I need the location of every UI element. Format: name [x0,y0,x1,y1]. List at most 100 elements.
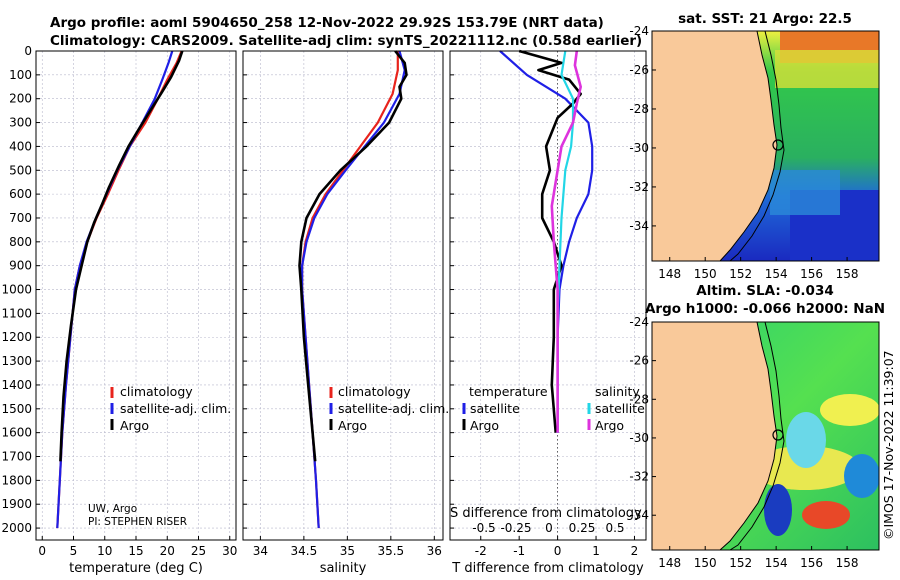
y-tick-label: 900 [9,259,32,273]
sst-map-frame [651,30,880,262]
y-tick-label: 400 [9,139,32,153]
x-tick-label: 34.5 [291,544,318,558]
header-line1: Argo profile: aoml 5904650_258 12-Nov-20… [50,15,604,31]
salinity-legend: climatology satellite-adj. clim. Argo [329,384,449,433]
y-tick-label: 1100 [1,306,32,320]
x-axis-label: temperature (deg C) [69,561,203,576]
x-tick-label: 2 [631,544,639,558]
legend-argo-label: Argo [120,418,149,433]
map-x-tick-label: 152 [729,556,752,570]
legend-temperature-header: temperature [469,384,548,399]
x-tick-label: 35 [340,544,355,558]
difference-legend: temperature salinity satellite Argo sate… [462,384,645,433]
s-tick: 0.25 [569,521,596,535]
map-x-tick-label: 150 [694,556,717,570]
map-y-tick-label: -30 [629,431,649,445]
legend-satellite-label: satellite-adj. clim. [120,401,231,416]
sst-float-marker [772,139,784,151]
map-x-tick-label: 148 [658,556,681,570]
sla-coastline [719,322,778,550]
map-y-tick-label: -24 [629,315,649,329]
sst-mid-patch [770,170,840,215]
s-difference-label: S difference from climatology [450,506,642,521]
temperature-plot: 0 5 10 15 20 25 300100200300400500600700800900… [1,44,237,576]
y-tick-label: 500 [9,163,32,177]
y-tick-label: 1800 [1,473,32,487]
map-x-tick-label: 158 [836,556,859,570]
y-tick-label: 1700 [1,450,32,464]
s-tick: -0.25 [500,521,531,535]
sla-land [652,322,777,550]
imos-watermark: ©IMOS 17-Nov-2022 11:39:07 [881,350,896,540]
s-difference-ticks: -0.5 -0.25 0 0.25 0.5 [472,521,624,535]
x-tick-label: 10 [97,544,112,558]
x-axis-label: T difference from climatology [451,561,644,576]
sst-land [652,31,777,261]
y-tick-label: 1200 [1,330,32,344]
x-tick-label: 20 [160,544,175,558]
series-line [298,50,408,462]
sla-map-title: Altim. SLA: -0.034 [696,283,833,299]
difference-plot: -2 -1 0 1 2 T difference from climatology [449,49,647,576]
series-line [56,50,174,529]
series-line [550,50,582,433]
x-tick-label: 25 [191,544,206,558]
map-y-tick-label: -24 [629,24,649,38]
sla-red-patch [802,501,850,529]
x-tick-label: 15 [128,544,143,558]
y-tick-label: 1600 [1,426,32,440]
s-tick: 0 [545,521,553,535]
y-tick-label: 600 [9,187,32,201]
map-x-tick-label: 150 [694,267,717,281]
map-x-tick-label: 158 [836,267,859,281]
map-y-tick-label: -34 [629,508,649,522]
map-y-tick-label: -26 [629,354,649,368]
legend-argo-label: Argo [338,418,367,433]
legend-salinity-header: salinity [595,384,640,399]
x-tick-label: 0 [554,544,562,558]
temperature-legend: climatology satellite-adj. clim. Argo [110,384,231,433]
legend-climatology-label: climatology [338,384,411,399]
map-x-tick-label: 152 [729,267,752,281]
y-tick-label: 200 [9,92,32,106]
sst-map-ticks: 148 150 152 154 156 158 -24 -26 -28 -30 -32 -34 [629,24,858,281]
s-tick: -0.5 [472,521,495,535]
map-y-tick-label: -32 [629,470,649,484]
x-tick-label: 30 [222,544,237,558]
sst-map-title: sat. SST: 21 Argo: 22.5 [678,11,852,27]
sst-map: sat. SST: 21 Argo: 22.5 148 150 152 154 156 1… [629,11,880,281]
y-tick-label: 300 [9,116,32,130]
x-tick-label: 1 [592,544,600,558]
sla-high-patch [750,446,860,490]
sla-map-frame [651,321,880,551]
y-tick-label: 100 [9,68,32,82]
sla-map: Altim. SLA: -0.034 Argo h1000: -0.066 h2… [629,283,885,570]
y-tick-label: 800 [9,235,32,249]
sla-map-subtitle: Argo h1000: -0.066 h2000: NaN [645,301,885,317]
map-y-tick-label: -26 [629,63,649,77]
legend-t-satellite-label: satellite [470,401,520,416]
sla-low-patch [764,484,792,536]
credit-line1: UW, Argo [88,503,137,515]
map-y-tick-label: -32 [629,180,649,194]
y-tick-label: 1500 [1,402,32,416]
legend-satellite-label: satellite-adj. clim. [338,401,449,416]
x-tick-label: 5 [70,544,78,558]
legend-s-satellite-label: satellite [595,401,645,416]
sla-map-ticks: 148 150 152 154 156 158 -24 -26 -28 -30 -32 -34 [629,315,858,570]
map-y-tick-label: -30 [629,141,649,155]
sst-shelf-contour [729,31,785,261]
legend-t-argo-label: Argo [470,418,499,433]
y-tick-label: 1000 [1,283,32,297]
header-line2: Climatology: CARS2009. Satellite-adj cli… [50,33,642,49]
x-tick-label: 35.5 [377,544,404,558]
x-axis-label: salinity [320,561,367,576]
series-line [518,49,582,433]
y-tick-label: 0 [24,44,32,58]
map-x-tick-label: 154 [765,556,788,570]
salinity-plot: 34 34.5 35 35.5 36 salinity [242,50,444,576]
legend-s-argo-label: Argo [595,418,624,433]
s-tick: 0.5 [605,521,624,535]
credit-line2: PI: STEPHEN RISER [88,516,187,528]
y-tick-label: 2000 [1,521,32,535]
